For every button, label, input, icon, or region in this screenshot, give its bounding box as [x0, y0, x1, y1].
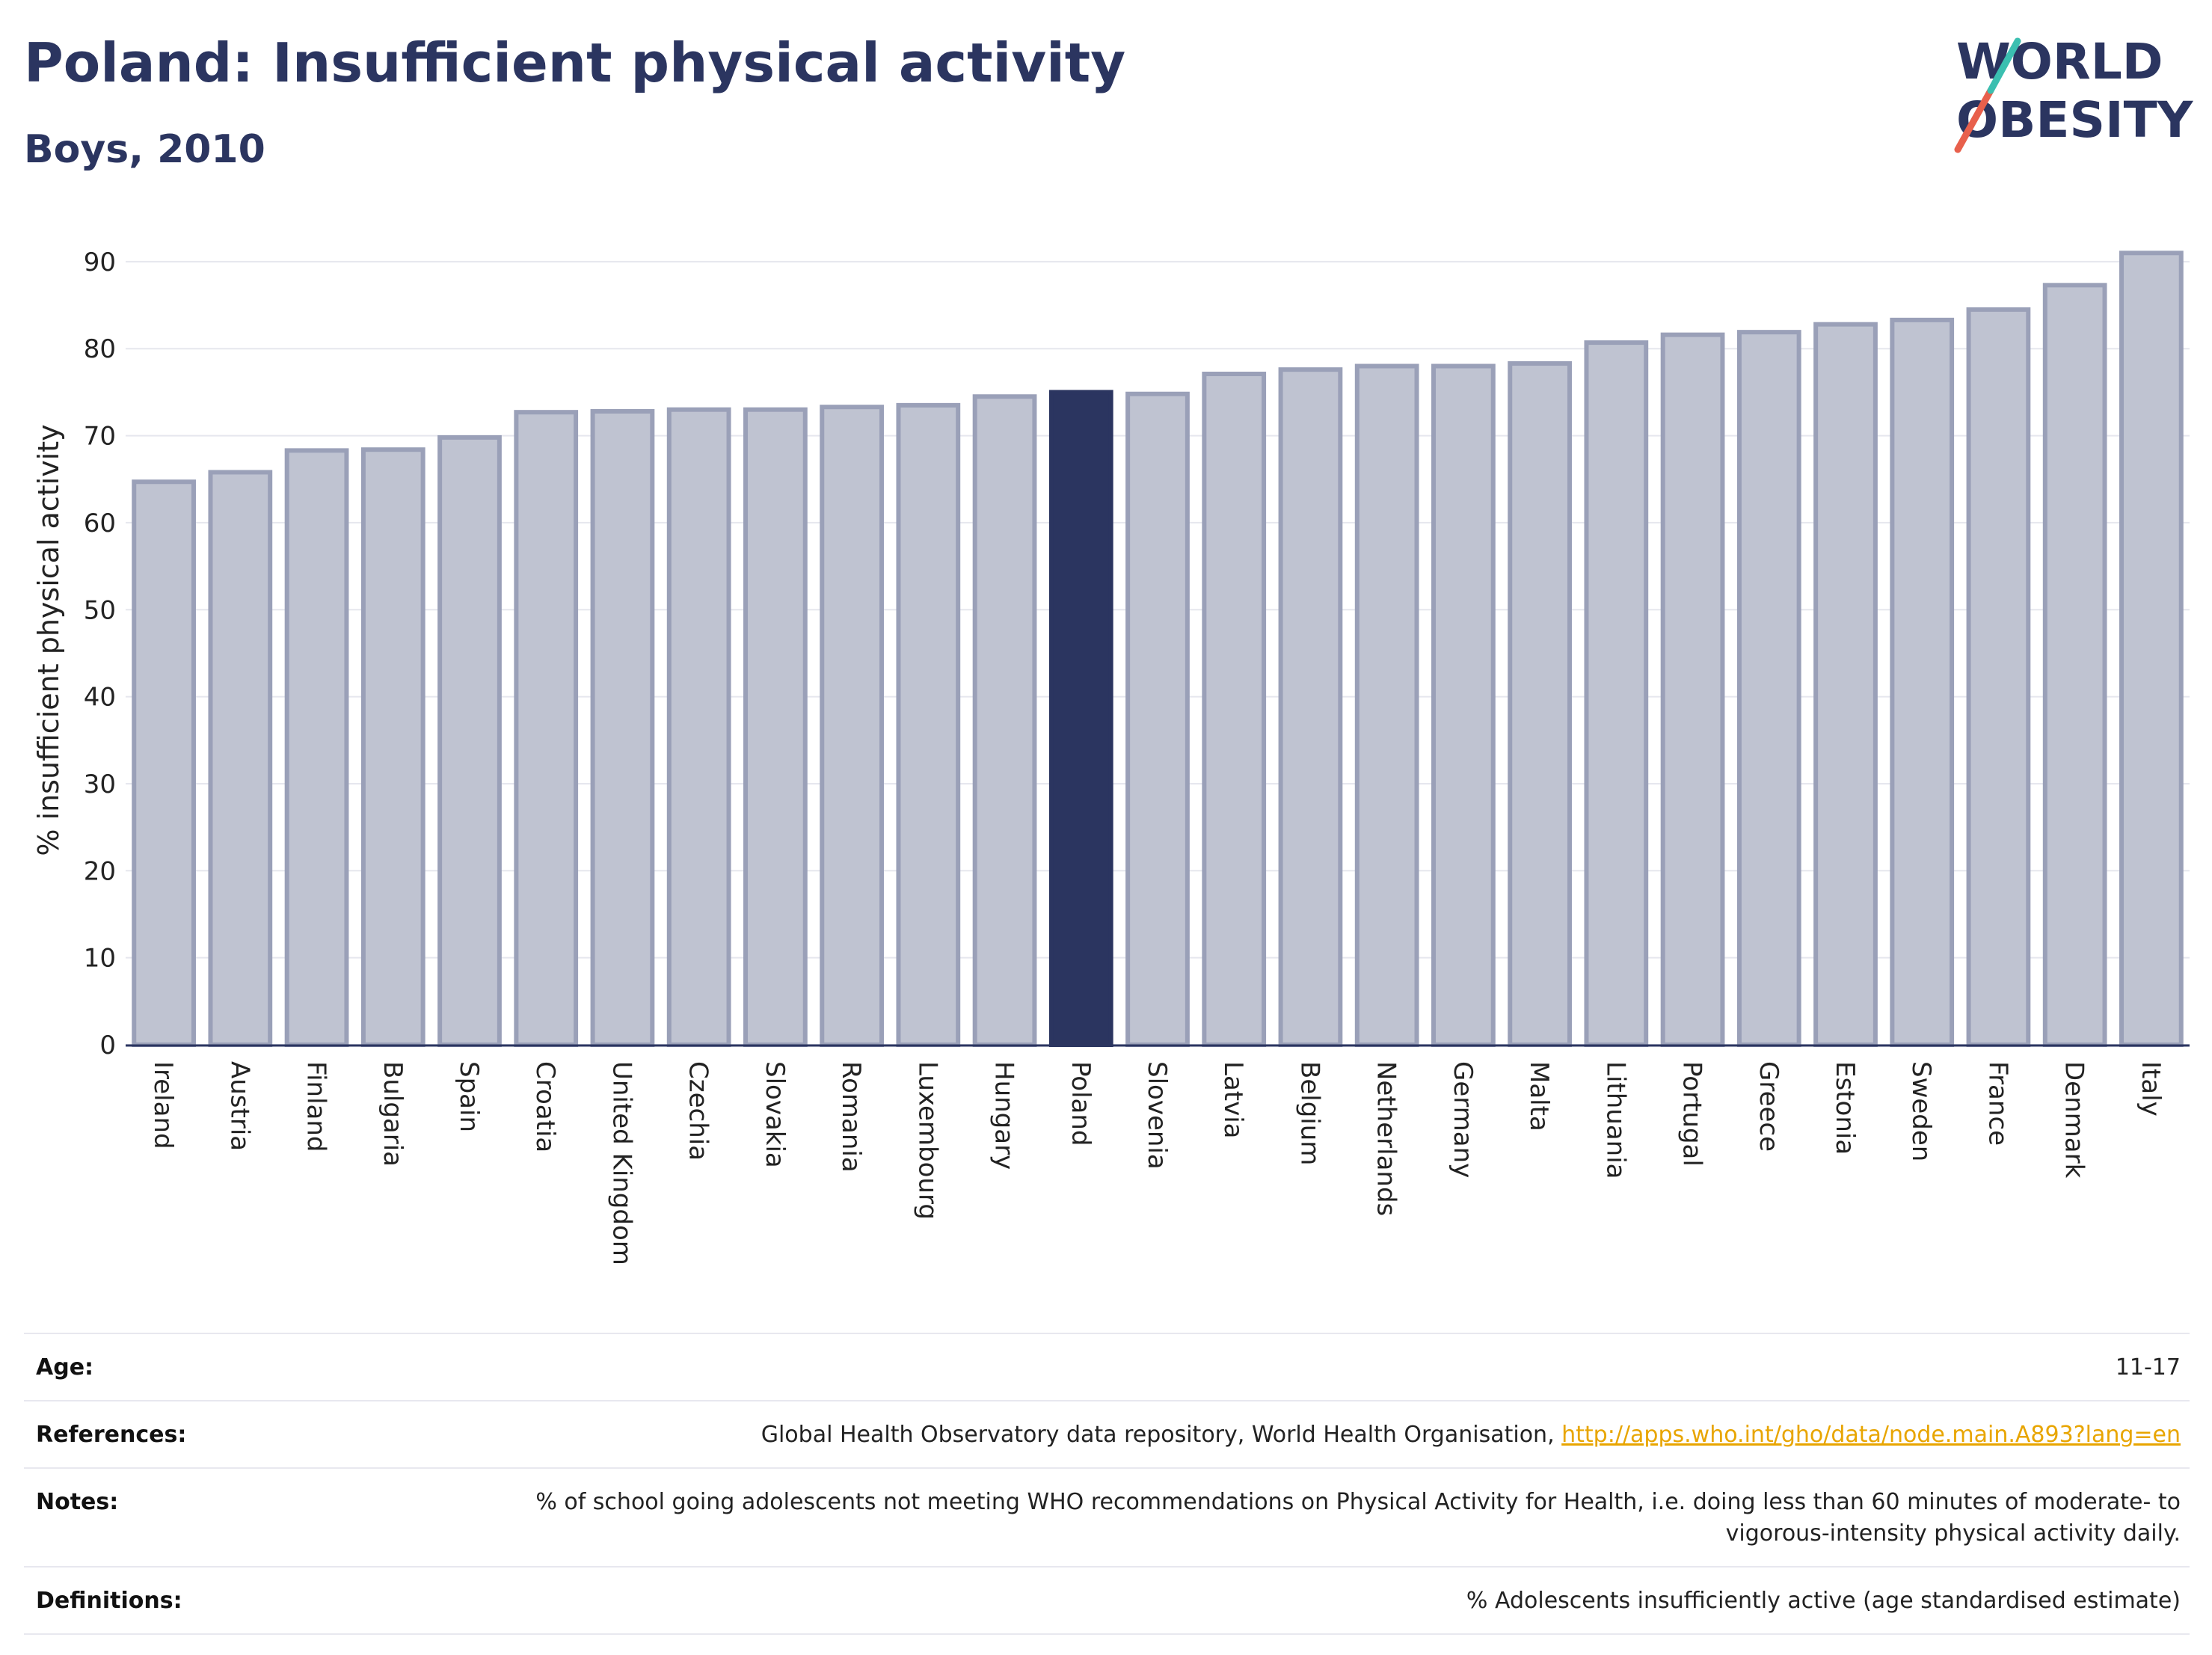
bar-latvia	[1202, 371, 1267, 1047]
notes-value: % of school going adolescents not meetin…	[535, 1489, 2181, 1547]
info-row-references: References: Global Health Observatory da…	[24, 1401, 2190, 1469]
x-category-label: Greece	[1754, 1061, 1784, 1152]
bar-finland	[284, 448, 349, 1047]
x-category-label: Sweden	[1906, 1061, 1936, 1161]
world-obesity-logo: WORLD OBESITY	[1954, 33, 2194, 153]
info-row-age: Age: 11-17	[24, 1334, 2190, 1401]
y-tick-label: 70	[84, 422, 116, 452]
references-text: Global Health Observatory data repositor…	[761, 1422, 1562, 1448]
bar-hungary	[972, 394, 1037, 1047]
logo-slash-teal	[1987, 37, 2021, 94]
x-category-label: Slovakia	[760, 1061, 790, 1168]
bar-slovenia	[1125, 391, 1190, 1047]
x-category-labels: Ireland Austria Finland Bulgaria Spain Croati…	[148, 1061, 2166, 1265]
y-tick-label: 10	[84, 944, 116, 974]
info-row-notes: Notes: % of school going adolescents not…	[24, 1469, 2190, 1568]
bar-luxembourg	[896, 402, 961, 1047]
x-category-label: Denmark	[2059, 1061, 2089, 1179]
bar-bulgaria	[360, 447, 425, 1047]
x-category-label: Slovenia	[1142, 1061, 1172, 1170]
bar-czechia	[666, 407, 731, 1047]
x-category-label: Czechia	[683, 1061, 713, 1161]
x-category-label: Portugal	[1677, 1061, 1707, 1167]
x-category-label: Italy	[2136, 1061, 2166, 1117]
age-value: 11-17	[2115, 1354, 2181, 1381]
bar-estonia	[1813, 322, 1878, 1047]
y-tick-label: 40	[84, 683, 116, 713]
x-category-label: Finland	[301, 1061, 331, 1152]
info-row-definitions: Definitions: % Adolescents insufficientl…	[24, 1568, 2190, 1635]
x-category-label: Ireland	[148, 1061, 178, 1149]
x-category-label: Austria	[224, 1061, 254, 1151]
y-tick-label: 90	[84, 248, 116, 277]
x-category-label: Estonia	[1830, 1061, 1860, 1155]
bar-slovakia	[743, 407, 808, 1047]
bar-france	[1966, 307, 2031, 1048]
bar-lithuania	[1584, 340, 1649, 1048]
notes-label: Notes:	[36, 1489, 119, 1515]
bar-portugal	[1660, 332, 1725, 1047]
x-category-label: Bulgaria	[378, 1061, 408, 1167]
x-category-label: Latvia	[1218, 1061, 1248, 1139]
x-category-label: Germany	[1448, 1061, 1478, 1178]
x-category-label: Hungary	[989, 1061, 1019, 1170]
x-category-label: Luxembourg	[912, 1061, 942, 1220]
references-label: References:	[36, 1422, 187, 1448]
page-subtitle: Boys, 2010	[24, 127, 265, 172]
bar-chart: 0 10 20 30 40 50 60 70 80 90 Ireland Austria Finlan…	[32, 248, 2190, 1265]
logo-word-world: WORLD	[1956, 33, 2163, 90]
y-tick-label: 30	[84, 770, 116, 799]
y-tick-label: 20	[84, 856, 116, 886]
bar-romania	[820, 405, 884, 1047]
bar-denmark	[2042, 283, 2107, 1048]
bar-croatia	[514, 410, 579, 1047]
y-tick-label: 0	[99, 1031, 116, 1060]
logo-slash-red	[1954, 87, 1994, 153]
x-category-label: Lithuania	[1600, 1061, 1630, 1179]
bar-united-kingdom	[590, 409, 655, 1047]
bar-malta	[1508, 361, 1572, 1047]
x-category-label: Belgium	[1294, 1061, 1324, 1165]
info-table: Age: 11-17 References: Global Health Obs…	[24, 1333, 2190, 1635]
bar-poland	[1048, 390, 1113, 1047]
definitions-value: % Adolescents insufficiently active (age…	[1466, 1588, 2181, 1614]
x-category-label: Spain	[454, 1061, 484, 1132]
x-category-label: Croatia	[530, 1061, 560, 1152]
x-category-label: France	[1982, 1061, 2012, 1146]
y-axis-title: % insufficient physical activity	[32, 424, 65, 856]
x-category-label: Netherlands	[1371, 1061, 1401, 1216]
x-category-label: United Kingdom	[606, 1061, 636, 1265]
bar-spain	[437, 435, 502, 1047]
bar-austria	[208, 470, 273, 1047]
x-category-label: Malta	[1524, 1061, 1554, 1132]
bar-belgium	[1278, 367, 1343, 1047]
references-value: Global Health Observatory data repositor…	[761, 1419, 2181, 1451]
y-tick-label: 60	[84, 509, 116, 538]
y-tick-label: 50	[84, 595, 116, 625]
page-title: Poland: Insufficient physical activity	[24, 31, 1126, 94]
x-category-label: Romania	[836, 1061, 866, 1173]
bars	[132, 251, 2184, 1048]
y-tick-label: 80	[84, 334, 116, 364]
bar-greece	[1736, 330, 1801, 1048]
y-tick-labels: 0 10 20 30 40 50 60 70 80 90	[84, 248, 116, 1060]
age-label: Age:	[36, 1354, 94, 1381]
bar-italy	[2119, 251, 2184, 1048]
definitions-label: Definitions:	[36, 1588, 182, 1614]
references-link[interactable]: http://apps.who.int/gho/data/node.main.A…	[1561, 1422, 2181, 1448]
bar-sweden	[1890, 317, 1955, 1047]
bar-germany	[1431, 363, 1496, 1048]
bar-netherlands	[1354, 363, 1419, 1048]
bar-ireland	[132, 479, 196, 1047]
logo-word-obesity: OBESITY	[1956, 91, 2194, 149]
x-category-label: Poland	[1066, 1061, 1096, 1146]
